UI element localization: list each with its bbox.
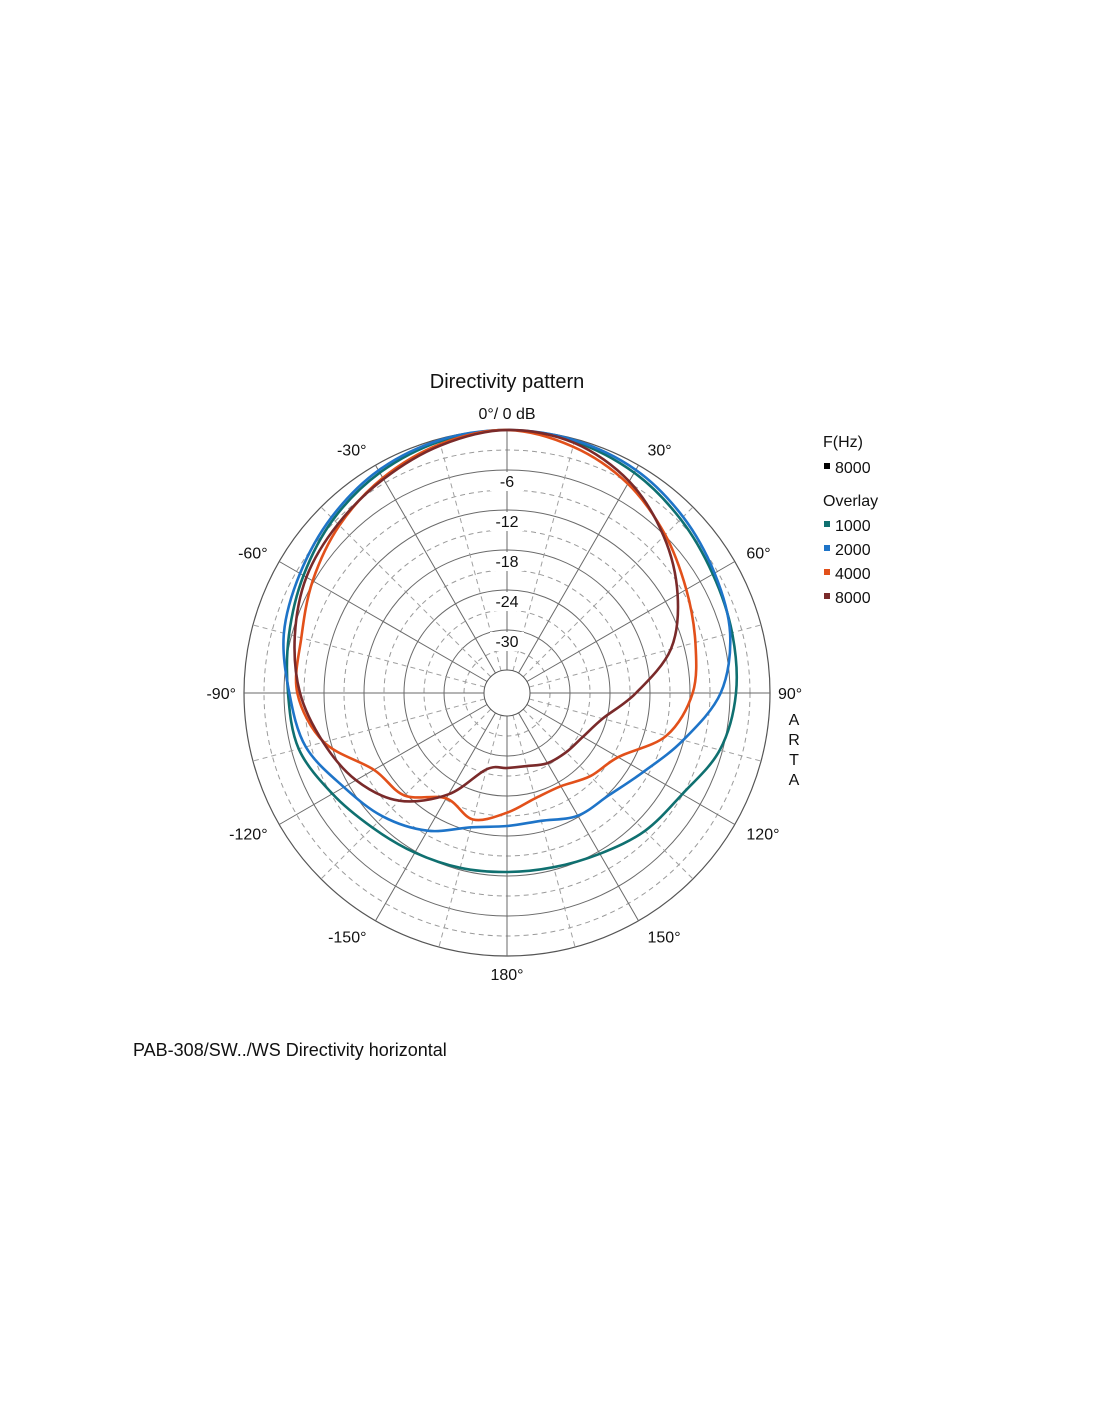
angle-tick-label: -30° — [337, 443, 367, 460]
minor-spoke — [252, 624, 485, 688]
legend-header: F(Hz) — [823, 434, 863, 451]
radial-tick-label: -6 — [500, 474, 514, 491]
series-line-8000 — [293, 428, 680, 803]
angle-tick-label: -120° — [229, 827, 267, 844]
minor-spoke — [252, 698, 485, 762]
legend-overlay-header: Overlay — [823, 493, 878, 510]
angle-tick-label: 150° — [648, 929, 681, 946]
angle-tick-label: -90° — [206, 686, 236, 703]
major-spoke — [526, 561, 736, 682]
angle-tick-label: -150° — [328, 929, 366, 946]
minor-spoke — [320, 708, 492, 880]
legend-label: 8000 — [835, 590, 871, 607]
radial-tick-label: -30 — [495, 634, 518, 651]
major-spoke — [518, 712, 639, 922]
angle-tick-label: 120° — [746, 827, 779, 844]
minor-spoke — [522, 506, 694, 678]
major-spoke — [526, 704, 736, 825]
minor-spoke — [522, 708, 694, 880]
center-hole — [483, 669, 531, 717]
angle-tick-labels: -150° -120° -90° -60° -30° 30° 60° 90° 120° 150° 1… — [206, 443, 802, 984]
minor-spoke — [320, 506, 492, 678]
legend-items: 1000 2000 4000 8000 — [824, 518, 871, 607]
radial-tick-label-bg — [490, 472, 524, 491]
legend-swatch — [824, 569, 830, 575]
polar-grid — [243, 429, 771, 957]
angle-tick-label: 180° — [490, 967, 523, 984]
legend-label: 4000 — [835, 566, 871, 583]
arta-letter: A — [789, 712, 800, 729]
major-spoke — [375, 712, 496, 922]
angle-tick-label: 30° — [648, 443, 672, 460]
radial-tick-label-bg — [490, 632, 524, 651]
legend-swatch — [824, 593, 830, 599]
angle-tick-label: 60° — [746, 546, 770, 563]
radial-tick-label-bg — [490, 592, 524, 611]
series-lines — [282, 428, 739, 874]
legend-label: 1000 — [835, 518, 871, 535]
major-spoke — [375, 464, 496, 674]
legend-swatch — [824, 521, 830, 527]
legend-main-label: 8000 — [835, 460, 871, 477]
arta-letter: A — [789, 772, 800, 789]
chart-title: Directivity pattern — [430, 371, 585, 393]
arta-letter: T — [789, 752, 799, 769]
minor-spoke — [512, 715, 576, 948]
legend-label: 2000 — [835, 542, 871, 559]
arta-letter: R — [788, 732, 800, 749]
angle-tick-label: 90° — [778, 686, 802, 703]
radial-tick-labels: -6 -12 -18 -24 -30 — [490, 472, 524, 651]
major-spoke — [518, 464, 639, 674]
major-spoke — [278, 561, 488, 682]
major-spoke — [278, 704, 488, 825]
minor-spoke — [529, 698, 762, 762]
figure-caption: PAB-308/SW../WS Directivity horizontal — [133, 1040, 447, 1060]
minor-spoke — [438, 715, 502, 948]
radial-tick-label: -12 — [495, 514, 518, 531]
radial-tick-label: -24 — [495, 594, 518, 611]
radial-tick-label: -18 — [495, 554, 518, 571]
radial-tick-label-bg — [490, 552, 524, 571]
legend: F(Hz) 8000 Overlay 1000 2000 4000 8000 — [823, 434, 878, 607]
radial-tick-label-bg — [490, 512, 524, 531]
legend-main-swatch — [824, 463, 830, 469]
top-angle-label: 0°/ 0 dB — [478, 406, 535, 423]
legend-swatch — [824, 545, 830, 551]
minor-spoke — [529, 624, 762, 688]
angle-tick-label: -60° — [238, 546, 268, 563]
